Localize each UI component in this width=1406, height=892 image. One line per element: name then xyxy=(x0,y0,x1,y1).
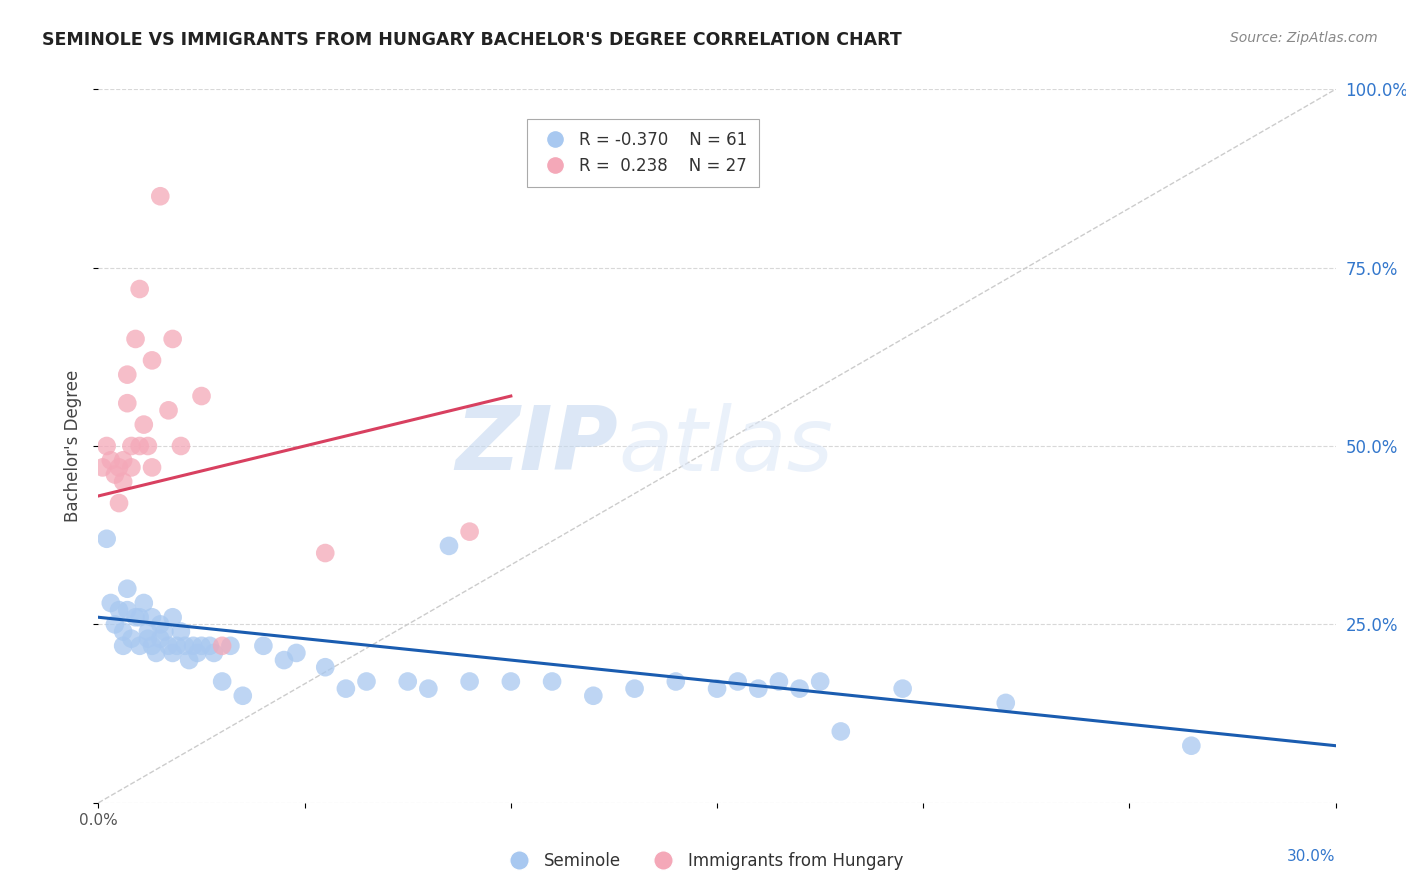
Point xyxy=(396,674,419,689)
Point xyxy=(112,453,135,467)
Point xyxy=(104,617,127,632)
Point xyxy=(145,646,167,660)
Point xyxy=(149,632,172,646)
Point xyxy=(162,332,184,346)
Point xyxy=(141,460,163,475)
Point xyxy=(314,660,336,674)
Point xyxy=(499,674,522,689)
Point xyxy=(335,681,357,696)
Point xyxy=(162,610,184,624)
Point xyxy=(211,674,233,689)
Point xyxy=(314,546,336,560)
Point xyxy=(232,689,254,703)
Point xyxy=(157,403,180,417)
Point xyxy=(170,624,193,639)
Point xyxy=(136,632,159,646)
Point xyxy=(132,596,155,610)
Legend: R = -0.370    N = 61, R =  0.238    N = 27: R = -0.370 N = 61, R = 0.238 N = 27 xyxy=(527,119,759,186)
Point xyxy=(117,396,139,410)
Point xyxy=(117,603,139,617)
Point xyxy=(104,467,127,482)
Point xyxy=(100,453,122,467)
Point xyxy=(994,696,1017,710)
Point xyxy=(141,639,163,653)
Point xyxy=(198,639,221,653)
Point xyxy=(117,368,139,382)
Point xyxy=(789,681,811,696)
Point xyxy=(132,417,155,432)
Point xyxy=(768,674,790,689)
Point xyxy=(136,624,159,639)
Point xyxy=(128,610,150,624)
Point xyxy=(117,582,139,596)
Point xyxy=(141,610,163,624)
Text: 30.0%: 30.0% xyxy=(1288,849,1336,864)
Text: ZIP: ZIP xyxy=(456,402,619,490)
Point xyxy=(211,639,233,653)
Point xyxy=(100,596,122,610)
Point xyxy=(219,639,242,653)
Point xyxy=(186,646,208,660)
Point xyxy=(91,460,114,475)
Point xyxy=(174,639,197,653)
Point xyxy=(149,617,172,632)
Point xyxy=(108,603,131,617)
Point xyxy=(202,646,225,660)
Point xyxy=(120,439,142,453)
Point xyxy=(181,639,204,653)
Text: atlas: atlas xyxy=(619,403,832,489)
Point xyxy=(727,674,749,689)
Point xyxy=(418,681,440,696)
Point xyxy=(112,624,135,639)
Point xyxy=(623,681,645,696)
Point xyxy=(747,681,769,696)
Point xyxy=(170,439,193,453)
Point xyxy=(153,624,176,639)
Y-axis label: Bachelor's Degree: Bachelor's Degree xyxy=(65,370,83,522)
Point xyxy=(96,532,118,546)
Point xyxy=(124,332,146,346)
Text: SEMINOLE VS IMMIGRANTS FROM HUNGARY BACHELOR'S DEGREE CORRELATION CHART: SEMINOLE VS IMMIGRANTS FROM HUNGARY BACH… xyxy=(42,31,901,49)
Point xyxy=(149,189,172,203)
Legend: Seminole, Immigrants from Hungary: Seminole, Immigrants from Hungary xyxy=(496,845,910,877)
Point xyxy=(108,460,131,475)
Point xyxy=(120,460,142,475)
Point xyxy=(120,632,142,646)
Point xyxy=(830,724,852,739)
Point xyxy=(582,689,605,703)
Point xyxy=(285,646,308,660)
Point xyxy=(1180,739,1202,753)
Point xyxy=(128,439,150,453)
Point xyxy=(356,674,378,689)
Point xyxy=(124,610,146,624)
Point xyxy=(437,539,460,553)
Point xyxy=(190,639,212,653)
Point xyxy=(665,674,688,689)
Point xyxy=(108,496,131,510)
Point xyxy=(96,439,118,453)
Point xyxy=(190,389,212,403)
Point xyxy=(141,353,163,368)
Point xyxy=(136,439,159,453)
Point xyxy=(891,681,914,696)
Point xyxy=(458,674,481,689)
Point xyxy=(706,681,728,696)
Point xyxy=(162,646,184,660)
Point xyxy=(252,639,274,653)
Point xyxy=(179,653,201,667)
Point xyxy=(166,639,188,653)
Point xyxy=(808,674,831,689)
Point xyxy=(128,282,150,296)
Point xyxy=(112,639,135,653)
Point xyxy=(157,639,180,653)
Point xyxy=(273,653,295,667)
Text: Source: ZipAtlas.com: Source: ZipAtlas.com xyxy=(1230,31,1378,45)
Point xyxy=(112,475,135,489)
Point xyxy=(541,674,564,689)
Point xyxy=(458,524,481,539)
Point xyxy=(128,639,150,653)
